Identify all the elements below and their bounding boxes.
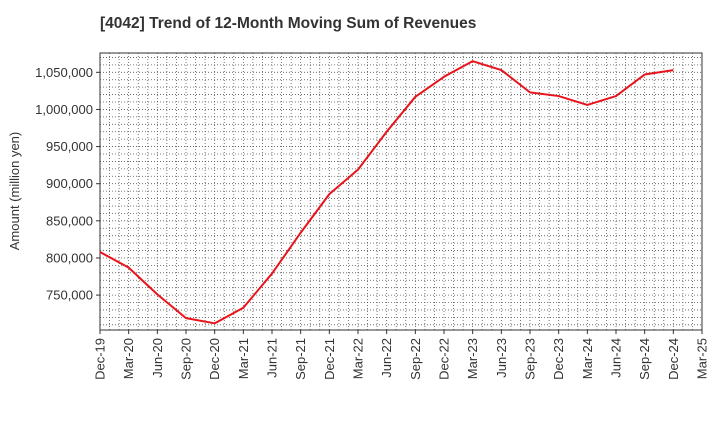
x-tick-label: Sep-20: [179, 338, 194, 380]
x-tick-label: Sep-24: [637, 338, 652, 380]
y-tick-label: 1,050,000: [35, 65, 93, 80]
x-tick-label: Mar-22: [351, 338, 366, 379]
x-tick-label: Dec-19: [93, 338, 108, 380]
y-tick-label: 850,000: [46, 213, 93, 228]
x-tick-label: Jun-21: [265, 338, 280, 378]
y-tick-label: 900,000: [46, 176, 93, 191]
y-tick-label: 800,000: [46, 250, 93, 265]
x-tick-label: Jun-24: [609, 338, 624, 378]
x-tick-label: Sep-23: [523, 338, 538, 380]
y-tick-label: 1,000,000: [35, 102, 93, 117]
x-tick-label: Dec-20: [207, 338, 222, 380]
plot-area-frame: [99, 52, 703, 331]
x-tick-label: Dec-22: [437, 338, 452, 380]
y-tick-label: 750,000: [46, 288, 93, 303]
x-tick-label: Mar-23: [465, 338, 480, 379]
x-tick-label: Dec-23: [551, 338, 566, 380]
y-tick-label: 950,000: [46, 139, 93, 154]
x-tick-label: Dec-21: [322, 338, 337, 380]
x-tick-label: Mar-25: [695, 338, 710, 379]
y-axis-ticks: 750,000 800,000 850,000 900,000 950,000 1,000…: [35, 65, 100, 303]
y-axis-title: Amount (million yen): [7, 132, 22, 251]
x-tick-label: Mar-20: [121, 338, 136, 379]
x-tick-label: Dec-24: [666, 338, 681, 380]
x-tick-label: Jun-20: [150, 338, 165, 378]
x-tick-label: Jun-22: [379, 338, 394, 378]
x-tick-label: Sep-22: [408, 338, 423, 380]
x-axis-ticks: Dec-19 Mar-20 Jun-20 Sep-20 Dec-20 Mar-21 Jun-…: [93, 330, 710, 380]
x-tick-label: Jun-23: [494, 338, 509, 378]
series-line: [99, 60, 674, 325]
x-tick-label: Sep-21: [293, 338, 308, 380]
x-tick-label: Mar-21: [236, 338, 251, 379]
x-tick-label: Mar-24: [580, 338, 595, 379]
grid-lines: [100, 53, 702, 330]
chart-title: [4042] Trend of 12-Month Moving Sum of R…: [100, 15, 477, 32]
